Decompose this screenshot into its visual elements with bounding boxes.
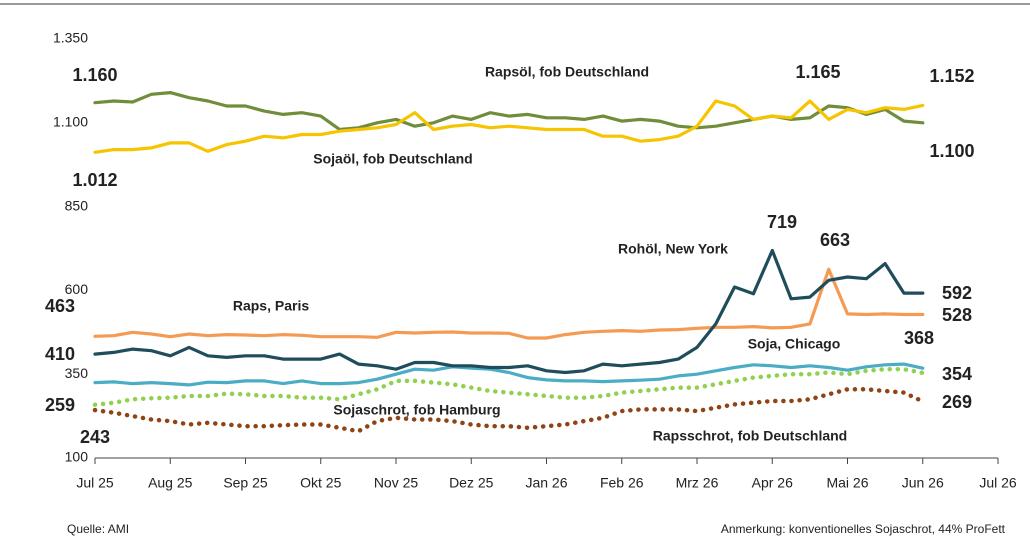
- x-tick-label: Apr 26: [752, 475, 793, 491]
- series-line: [92, 366, 926, 407]
- x-tick-label: Mai 26: [826, 475, 868, 491]
- series-name: Rohöl, New York: [618, 241, 728, 257]
- x-tick-label: Jul 26: [979, 475, 1017, 491]
- series-line: [93, 267, 925, 340]
- x-tick-label: Sep 25: [223, 475, 268, 491]
- y-tick-label: 1.350: [53, 30, 88, 46]
- series-line: [93, 99, 925, 154]
- series-line: [93, 362, 925, 387]
- x-tick-label: Jul 25: [76, 475, 114, 491]
- value-label: 592: [942, 283, 972, 303]
- value-label: 243: [80, 427, 110, 447]
- series-line: [92, 387, 926, 434]
- series-name: Sojaöl, fob Deutschland: [313, 151, 472, 167]
- x-tick-label: Jun 26: [902, 475, 944, 491]
- x-tick-label: Mrz 26: [676, 475, 719, 491]
- x-tick-label: Dez 25: [449, 475, 494, 491]
- series-name: Soja, Chicago: [748, 336, 841, 352]
- y-tick-label: 600: [65, 281, 89, 297]
- note: Anmerkung: konventionelles Sojaschrot, 4…: [721, 522, 1006, 536]
- x-tick-label: Okt 25: [300, 475, 341, 491]
- value-label: 719: [767, 212, 797, 232]
- value-label: 368: [904, 328, 934, 348]
- x-tick-label: Nov 25: [374, 475, 419, 491]
- value-label: 1.165: [795, 62, 840, 82]
- value-label: 1.100: [929, 141, 974, 161]
- y-tick-label: 350: [65, 365, 89, 381]
- value-label: 1.012: [72, 170, 117, 190]
- y-tick-label: 1.100: [53, 114, 88, 130]
- value-label: 1.152: [929, 66, 974, 86]
- value-label: 269: [942, 392, 972, 412]
- source: Quelle: AMI: [67, 522, 129, 536]
- value-label: 463: [45, 296, 75, 316]
- value-label: 528: [942, 305, 972, 325]
- value-label: 663: [820, 230, 850, 250]
- series-line: [93, 248, 925, 375]
- value-label: 354: [942, 364, 972, 384]
- x-tick-label: Aug 25: [148, 475, 193, 491]
- value-label: 1.160: [72, 65, 117, 85]
- x-tick-label: Jan 26: [525, 475, 567, 491]
- series-name: Sojaschrot, fob Hamburg: [333, 402, 500, 418]
- series-name: Raps, Paris: [233, 298, 309, 314]
- y-tick-label: 850: [65, 197, 89, 213]
- series-name: Rapsöl, fob Deutschland: [485, 64, 649, 80]
- value-label: 410: [45, 344, 75, 364]
- x-tick-label: Feb 26: [600, 475, 644, 491]
- value-label: 259: [45, 395, 75, 415]
- series-name: Rapsschrot, fob Deutschland: [653, 428, 847, 444]
- y-tick-label: 100: [65, 449, 89, 465]
